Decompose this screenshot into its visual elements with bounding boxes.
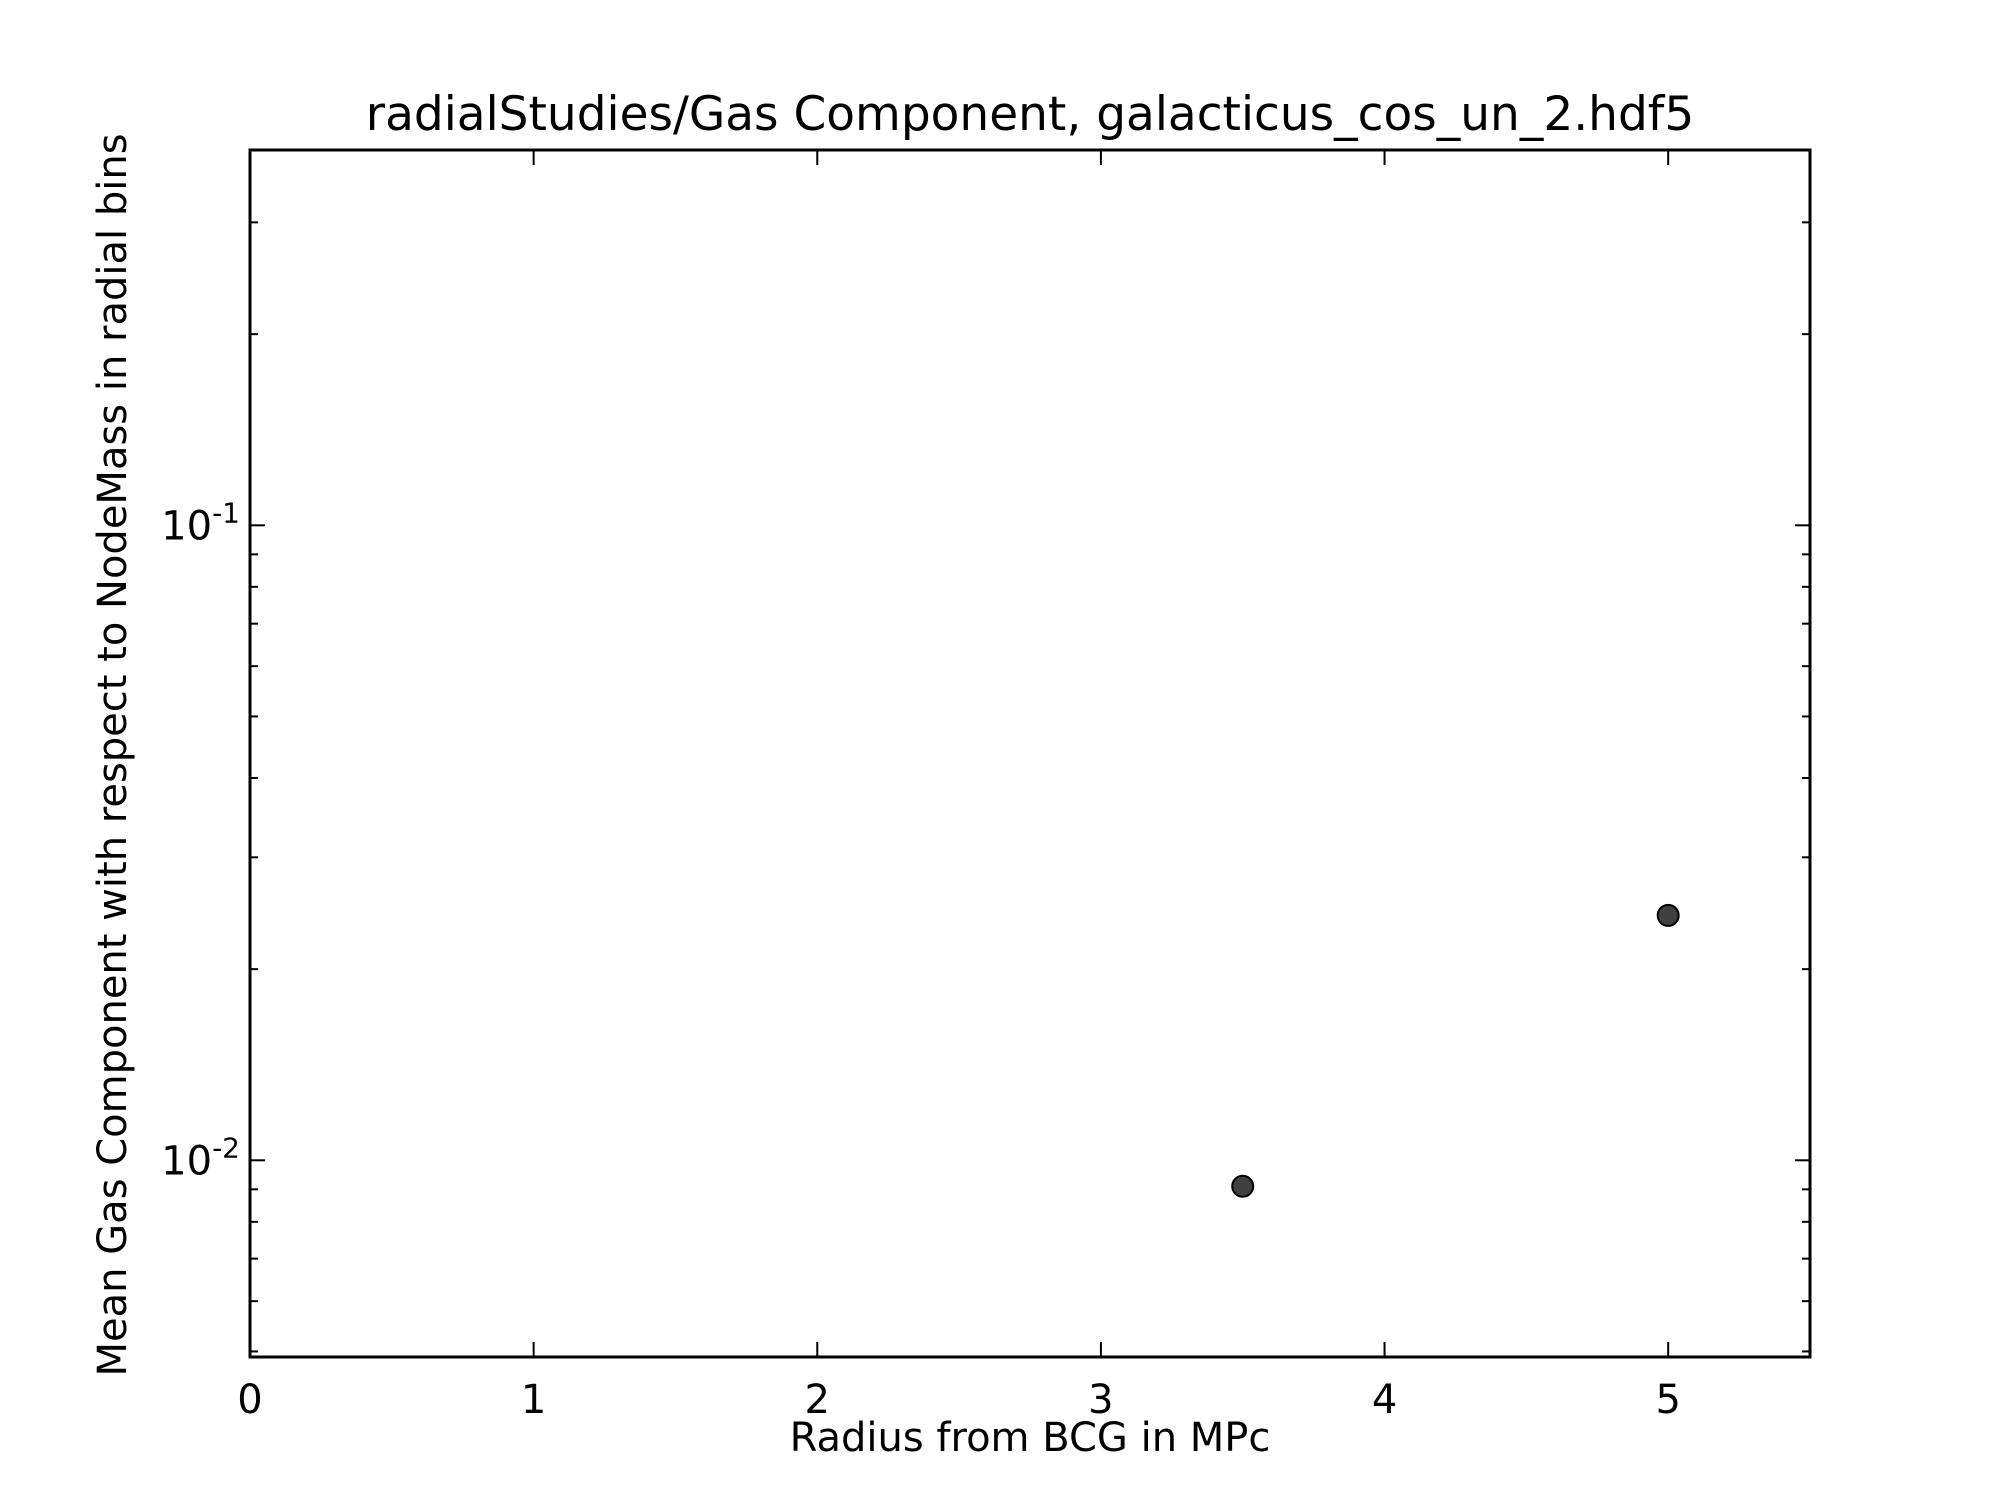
- y-tick-label: 10-1: [161, 496, 240, 549]
- y-tick-base: 10: [161, 1138, 212, 1184]
- x-axis-label: Radius from BCG in MPc: [790, 1415, 1271, 1461]
- data-points: [1231, 903, 1680, 1198]
- plot-area: [248, 148, 1812, 1359]
- y-axis-ticks: 10-210-1: [161, 221, 1810, 1353]
- chart-title: radialStudies/Gas Component, galacticus_…: [366, 87, 1694, 142]
- x-tick-label: 4: [1372, 1377, 1397, 1423]
- y-tick-exponent: -1: [212, 496, 240, 529]
- y-tick-exponent: -2: [212, 1131, 240, 1164]
- data-point: [1231, 1174, 1255, 1198]
- y-axis-label: Mean Gas Component with respect to NodeM…: [90, 133, 136, 1376]
- x-tick-label: 5: [1655, 1377, 1680, 1423]
- x-axis-ticks: 0 1 2 3 4 5: [237, 150, 1681, 1423]
- x-tick-label: 1: [521, 1377, 546, 1423]
- x-tick-label: 0: [237, 1377, 262, 1423]
- x-tick-label: 3: [1088, 1377, 1113, 1423]
- x-tick-label: 2: [805, 1377, 830, 1423]
- y-tick-base: 10: [161, 503, 212, 549]
- data-point: [1656, 903, 1680, 927]
- y-tick-label: 10-2: [161, 1131, 240, 1184]
